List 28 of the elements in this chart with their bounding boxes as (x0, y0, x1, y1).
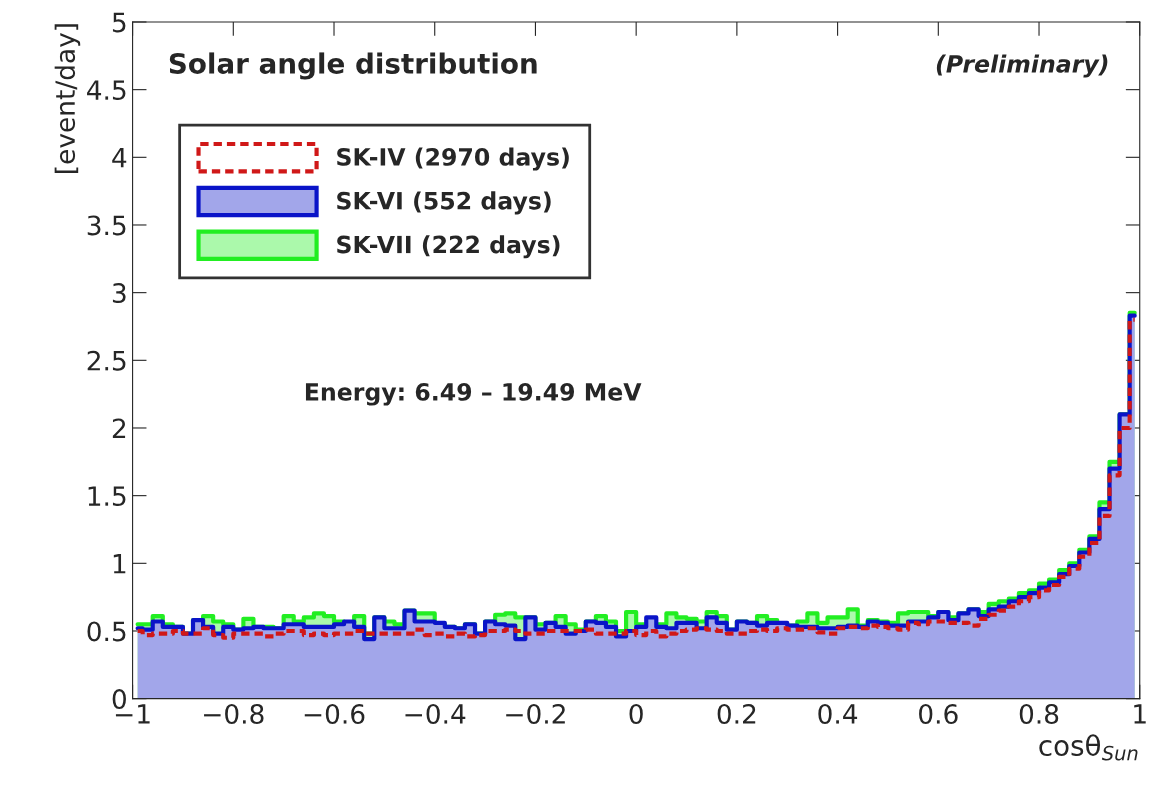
y-tick-label: 2.5 (87, 350, 126, 371)
y-tick-label: 4 (112, 148, 127, 168)
x-tick-label: −0.2 (506, 703, 565, 724)
x-tick-label: −0.8 (204, 703, 264, 724)
x-tick-label: 0.4 (818, 703, 858, 724)
legend-label: SK-IV (2970 days) (337, 147, 569, 171)
x-tick-label: 1 (1134, 704, 1146, 724)
y-tick-label: 2 (112, 418, 126, 439)
y-tick-label: 3.5 (87, 215, 126, 236)
x-axis-title: cosθ$_{Sun}$ (1039, 734, 1138, 761)
y-tick-label: 0.5 (87, 621, 126, 642)
x-tick-label: 0.8 (1019, 703, 1059, 724)
y-tick-label: 3 (112, 283, 126, 304)
x-tick-label: 0.6 (919, 703, 958, 724)
annotation: Energy: 6.49 – 19.49 MeV (305, 382, 642, 406)
annotation: (Preliminary) (936, 54, 1108, 78)
x-tick-label: 0 (629, 703, 643, 724)
y-tick-label: 4.5 (87, 80, 126, 101)
x-tick-label: −0.4 (405, 703, 466, 724)
y-tick-label: 1 (113, 554, 126, 574)
x-tick-label: −0.6 (304, 703, 365, 724)
y-tick-label: 1.5 (88, 486, 126, 507)
legend-label: SK-VII (222 days) (337, 235, 560, 259)
legend-label: SK-VI (552 days) (337, 191, 551, 215)
text: Solar angle distribution (169, 52, 537, 80)
x-tick-label: 0.2 (717, 703, 756, 724)
y-axis-title: [event/day] (54, 24, 81, 173)
y-tick-label: 5 (112, 12, 126, 33)
